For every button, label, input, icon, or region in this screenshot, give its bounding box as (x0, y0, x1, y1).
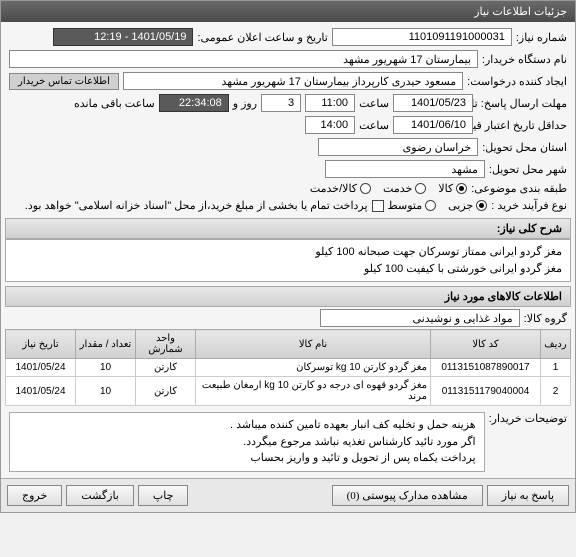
col-name: نام کالا (196, 330, 431, 359)
table-row[interactable]: 1 0113151087890017 مغز گردو کارتن 10 kg … (6, 359, 571, 377)
group-label: گروه کالا: (524, 312, 567, 325)
notes-line-1: هزینه حمل و تخلیه کف انبار بعهده تامین ک… (18, 417, 476, 434)
countdown-field: 22:34:08 (159, 94, 229, 112)
cell: 1401/05/24 (6, 377, 76, 406)
exit-button[interactable]: خروج (7, 485, 62, 506)
table-header-row: ردیف کد کالا نام کالا واحد شمارش تعداد /… (6, 330, 571, 359)
desc-header: شرح کلی نیاز: (5, 218, 571, 239)
desc-line-2: مغز گردو ایرانی خورشتی با کیفیت 100 کیلو (14, 261, 562, 278)
province-label: استان محل تحویل: (482, 141, 567, 154)
attachments-button[interactable]: مشاهده مدارک پیوستی (0) (332, 485, 483, 506)
remain-label: ساعت باقی مانده (74, 97, 155, 110)
cell: کارتن (136, 377, 196, 406)
creator-field: مسعود حیدری کارپرداز بیمارستان 17 شهریور… (123, 72, 463, 90)
print-button[interactable]: چاپ (138, 485, 189, 506)
process-label: نوع فرآیند خرید : (491, 199, 567, 212)
hour-label-2: ساعت (359, 119, 389, 132)
radio-both[interactable] (360, 183, 371, 194)
validity-date-field: 1401/06/10 (393, 116, 473, 134)
creator-label: ایجاد کننده درخواست: (467, 75, 567, 88)
radio-service[interactable] (415, 183, 426, 194)
contact-info-button[interactable]: اطلاعات تماس خریدار (9, 73, 119, 90)
days-field: 3 (261, 94, 301, 112)
radio-medium-label: متوسط (388, 199, 423, 212)
content-area: شماره نیاز: 1101091191000031 تاریخ و ساع… (1, 22, 575, 478)
radio-partial[interactable] (476, 200, 487, 211)
validity-hour-field: 14:00 (305, 116, 355, 134)
cell: 10 (76, 359, 136, 377)
process-note: پرداخت تمام یا بخشی از مبلغ خرید،از محل … (25, 199, 368, 212)
days-label: روز و (233, 97, 257, 110)
goods-table: ردیف کد کالا نام کالا واحد شمارش تعداد /… (5, 329, 571, 406)
req-no-field: 1101091191000031 (332, 28, 512, 46)
respond-button[interactable]: پاسخ به نیاز (487, 485, 569, 506)
pub-date-label: تاریخ و ساعت اعلان عمومی: (197, 31, 327, 44)
hour-label-1: ساعت (359, 97, 389, 110)
deadline-hour-field: 11:00 (305, 94, 355, 112)
deadline-label: مهلت ارسال پاسخ: تا تاریخ: (477, 97, 567, 110)
buyer-label: نام دستگاه خریدار: (482, 53, 567, 66)
cell: 0113151087890017 (431, 359, 541, 377)
notes-label: توضیحات خریدار: (489, 412, 567, 425)
req-no-label: شماره نیاز: (516, 31, 567, 44)
desc-line-1: مغز گردو ایرانی ممتاز توسرکان جهت صبحانه… (14, 244, 562, 261)
cell: 1 (541, 359, 571, 377)
col-date: تاریخ نیاز (6, 330, 76, 359)
radio-both-label: کالا/خدمت (310, 182, 357, 195)
notes-box: هزینه حمل و تخلیه کف انبار بعهده تامین ک… (9, 412, 485, 472)
category-label: طبقه بندی موضوعی: (471, 182, 567, 195)
footer: پاسخ به نیاز مشاهده مدارک پیوستی (0) چاپ… (1, 478, 575, 512)
col-unit: واحد شمارش (136, 330, 196, 359)
col-row: ردیف (541, 330, 571, 359)
col-qty: تعداد / مقدار (76, 330, 136, 359)
radio-service-label: خدمت (383, 182, 412, 195)
province-field: خراسان رضوی (318, 138, 478, 156)
buyer-field: بیمارستان 17 شهریور مشهد (9, 50, 478, 68)
process-radios: جزیی متوسط (388, 199, 488, 212)
city-label: شهر محل تحویل: (489, 163, 567, 176)
cell: 1401/05/24 (6, 359, 76, 377)
titlebar: جزئیات اطلاعات نیاز (1, 1, 575, 22)
deadline-date-field: 1401/05/23 (393, 94, 473, 112)
radio-goods[interactable] (456, 183, 467, 194)
main-window: جزئیات اطلاعات نیاز شماره نیاز: 11010911… (0, 0, 576, 513)
category-radios: کالا خدمت کالا/خدمت (310, 182, 467, 195)
cell: 0113151179040004 (431, 377, 541, 406)
radio-medium[interactable] (425, 200, 436, 211)
back-button[interactable]: بازگشت (66, 485, 134, 506)
cell: مغز گردو کارتن 10 kg توسرکان (196, 359, 431, 377)
cell: 2 (541, 377, 571, 406)
pub-date-field: 1401/05/19 - 12:19 (53, 28, 193, 46)
city-field: مشهد (325, 160, 485, 178)
cell: 10 (76, 377, 136, 406)
notes-line-3: پرداخت یکماه پس از تحویل و تائید و واریز… (18, 450, 476, 467)
notes-line-2: اگر مورد تائید کارشناس تغذیه نباشد مرجوع… (18, 434, 476, 451)
desc-box: مغز گردو ایرانی ممتاز توسرکان جهت صبحانه… (5, 239, 571, 282)
cell: کارتن (136, 359, 196, 377)
radio-partial-label: جزیی (448, 199, 473, 212)
treasury-checkbox[interactable] (372, 200, 384, 212)
validity-label: حداقل تاریخ اعتبار قیمت تا تاریخ: (477, 119, 567, 132)
radio-goods-label: کالا (438, 182, 453, 195)
goods-header: اطلاعات کالاهای مورد نیاز (5, 286, 571, 307)
table-row[interactable]: 2 0113151179040004 مغز گردو قهوه ای درجه… (6, 377, 571, 406)
cell: مغز گردو قهوه ای درجه دو کارتن 10 kg ارم… (196, 377, 431, 406)
group-field: مواد غذایی و نوشیدنی (320, 309, 520, 327)
col-code: کد کالا (431, 330, 541, 359)
